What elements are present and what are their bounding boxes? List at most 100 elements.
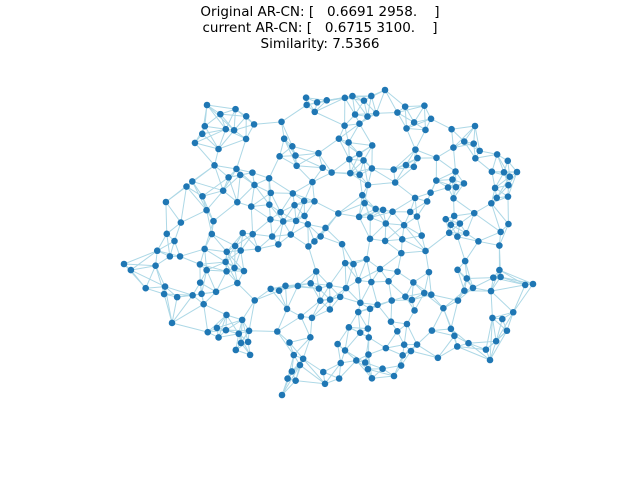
graph-edge [216,319,243,329]
graph-node [199,192,206,200]
graph-node [153,247,161,255]
graph-node [277,208,284,216]
graph-node [364,365,372,373]
graph-node [448,125,455,133]
graph-node [529,280,537,288]
graph-node [219,187,227,194]
graph-node [275,287,283,295]
graph-edge [234,245,236,268]
graph-node [283,305,291,313]
graph-edge [457,236,479,242]
graph-node [183,183,190,190]
graph-node [497,228,504,236]
graph-node [316,297,324,304]
graph-node [449,176,456,183]
graph-node [400,221,408,229]
graph-node [450,212,458,220]
graph-node [249,169,256,176]
graph-edge [352,95,368,117]
graph-node [376,265,384,273]
graph-edge [203,304,209,333]
graph-node [213,324,221,332]
graph-edge [194,128,226,144]
graph-node [215,334,222,341]
graph-edge [495,318,503,342]
graph-edge [340,296,361,304]
graph-node [326,296,334,303]
graph-node [312,268,320,275]
graph-node [297,313,305,320]
graph-edge [240,319,243,343]
graph-node [492,337,500,345]
graph-edge [403,224,422,237]
graph-node [355,150,363,158]
graph-edge [348,141,373,146]
graph-node [444,184,452,191]
graph-node [127,266,135,274]
graph-node [292,377,299,384]
graph-edge [201,270,208,294]
graph-node [366,235,374,243]
graph-edge [218,129,235,150]
graph-edge [250,184,255,207]
graph-edge [290,223,309,235]
graph-node [356,171,363,179]
graph-node [410,119,418,126]
graph-edge [199,263,227,272]
graph-node [203,206,210,214]
graph-node [315,149,322,157]
graph-edge [201,133,219,150]
graph-edge [202,176,229,197]
graph-node [222,125,230,133]
graph-edge [428,272,432,295]
graph-edge [218,129,227,150]
graph-edge [391,299,412,302]
graph-edge [478,240,500,247]
graph-edge [348,123,360,143]
graph-edge [410,350,439,359]
graph-node [445,229,453,237]
graph-edge [423,105,426,130]
graph-node [402,161,410,169]
graph-edge [252,218,271,235]
graph-edge [171,322,208,333]
graph-edge [180,186,187,223]
graph-node [453,343,461,350]
graph-node [203,101,211,109]
graph-node [476,147,484,155]
graph-edge [202,190,224,197]
graph-edge [240,250,245,272]
graph-edge [512,283,534,313]
graph-edge [254,290,280,301]
graph-node [246,351,254,359]
graph-edge [358,195,363,217]
graph-edge [215,282,238,293]
graph-edge [166,233,171,257]
graph-node [196,279,204,286]
graph-node [296,361,304,369]
graph-edge [338,194,363,214]
graph-edge [276,331,295,356]
graph-edge [214,164,237,170]
graph-edge [250,206,254,235]
graph-node [450,144,457,151]
graph-node [505,181,512,189]
graph-node [364,113,371,120]
graph-node [418,232,425,239]
graph-edge [406,323,418,345]
graph-node [413,213,421,220]
graph-node [313,99,321,106]
graph-node [381,86,389,94]
graph-node [237,247,245,254]
graph-node [488,168,496,176]
graph-node [372,110,380,117]
graph-node [289,190,297,197]
graph-node [308,314,316,322]
graph-edge [359,174,363,196]
graph-edge [293,337,311,356]
graph-node [244,338,252,346]
graph-node [274,328,281,335]
graph-node [215,145,222,153]
graph-edge [344,350,366,363]
graph-node [379,365,386,373]
